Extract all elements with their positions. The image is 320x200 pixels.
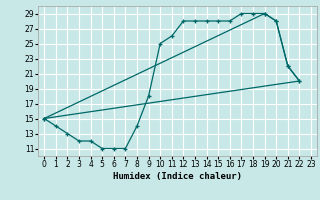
X-axis label: Humidex (Indice chaleur): Humidex (Indice chaleur)	[113, 172, 242, 181]
